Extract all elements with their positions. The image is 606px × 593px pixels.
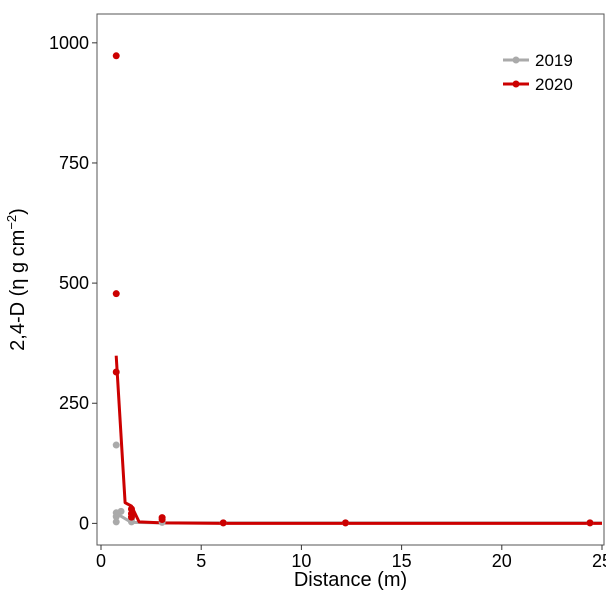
y-axis-title-close: ) <box>7 208 29 215</box>
y-tick-label: 500 <box>59 273 89 293</box>
y-tick-label: 750 <box>59 153 89 173</box>
data-point-2020 <box>127 505 135 513</box>
y-tick-label: 1000 <box>49 33 89 53</box>
data-point-2020 <box>341 519 349 527</box>
legend-label-2019: 2019 <box>535 51 573 70</box>
legend: 2019 2020 <box>503 51 573 94</box>
y-tick-label: 250 <box>59 393 89 413</box>
y-axis: 0 250 500 750 1000 <box>49 33 97 533</box>
data-point-2020 <box>158 516 166 524</box>
y-axis-title: 2,4-D (η g cm−2) <box>4 208 29 351</box>
x-tick-label: 10 <box>291 551 311 571</box>
y-axis-title-superscript: −2 <box>4 215 19 230</box>
data-point-2020 <box>219 519 227 527</box>
data-point-2020 <box>112 368 120 376</box>
legend-marker-2020 <box>512 80 520 88</box>
data-point-2019 <box>112 518 120 526</box>
data-point-2020 <box>112 52 120 60</box>
legend-label-2020: 2020 <box>535 75 573 94</box>
x-axis: 0 5 10 15 20 25 <box>96 545 606 571</box>
x-tick-label: 25 <box>592 551 606 571</box>
plot-panel-border <box>96 13 605 546</box>
x-tick-label: 15 <box>392 551 412 571</box>
x-tick-label: 20 <box>492 551 512 571</box>
x-tick-label: 5 <box>196 551 206 571</box>
y-tick-label: 0 <box>79 513 89 533</box>
data-point-2020 <box>112 290 120 298</box>
data-point-2020 <box>586 519 594 527</box>
x-axis-title: Distance (m) <box>294 569 407 591</box>
series-points <box>112 52 594 527</box>
y-axis-title-main: 2,4-D (η g cm <box>7 230 29 351</box>
data-point-2020 <box>127 513 135 521</box>
data-point-2019 <box>112 441 120 449</box>
legend-marker-2019 <box>512 56 520 64</box>
data-point-2019 <box>117 507 125 515</box>
x-tick-label: 0 <box>96 551 106 571</box>
